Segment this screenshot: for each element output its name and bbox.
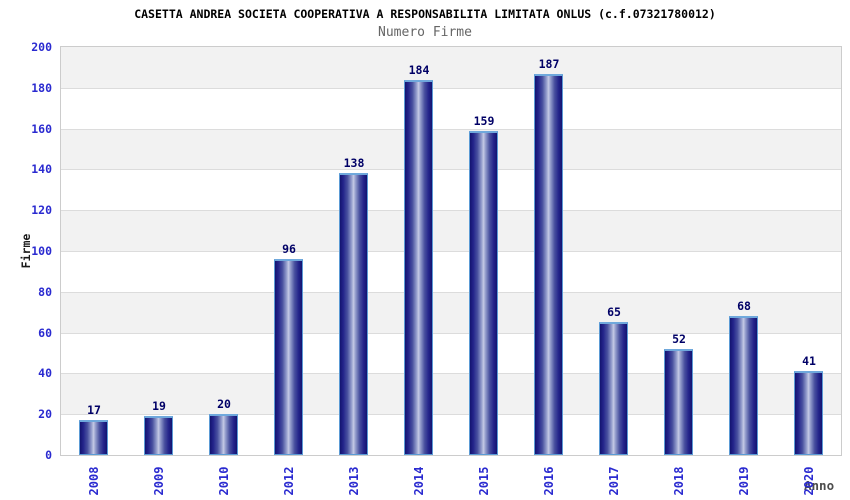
y-tick-label: 180 [31,80,52,95]
x-tick-label: 2010 [217,466,231,496]
gridline [61,169,841,171]
bar [664,349,693,455]
gridline [61,414,841,416]
bar [534,74,563,455]
gridline [61,332,841,334]
y-tick-label: 120 [31,203,52,218]
y-tick-label: 160 [31,121,52,136]
x-tick-label: 2014 [412,466,426,496]
bar-value-label: 19 [152,399,166,413]
bar [469,131,498,455]
bar [209,414,238,455]
x-tick-label: 2018 [672,466,686,496]
x-tick-label: 2016 [542,466,556,496]
y-tick-label: 20 [38,407,52,422]
x-tick-label: 2013 [347,466,361,496]
y-tick-label: 40 [38,366,52,381]
x-tick-label: 2017 [607,466,621,496]
bar-value-label: 17 [87,403,101,417]
x-tick-label: 2019 [737,466,751,496]
bar-value-label: 184 [408,63,430,77]
x-tick-label: 2020 [802,466,816,496]
bar [729,316,758,455]
bar-value-label: 159 [473,114,495,128]
gridline [61,251,841,252]
gridline [61,373,841,375]
gridline [61,87,841,89]
bar-value-label: 138 [343,156,365,170]
bar-value-label: 187 [538,57,560,71]
bar [404,80,433,455]
grid-band [61,373,841,415]
bar [79,420,108,455]
gridline [61,291,841,293]
bar-value-label: 52 [672,332,686,346]
y-tick-label: 140 [31,162,52,177]
bar [794,371,823,455]
y-tick-label: 80 [38,284,52,299]
x-axis-label: Anno [804,478,835,493]
chart-subtitle: Numero Firme [378,25,472,40]
bar-value-label: 96 [282,242,296,256]
grid-band [61,414,841,455]
grid-band [61,169,841,211]
gridline [61,210,841,212]
plot-area [60,46,842,456]
y-tick-label: 200 [31,40,52,54]
x-tick-label: 2012 [282,466,296,496]
grid-band [61,87,841,129]
bar [144,416,173,455]
grid-band [61,210,841,251]
x-tick-label: 2015 [477,466,491,496]
grid-band [61,332,841,374]
bar-value-label: 20 [217,397,231,411]
y-tick-label: 100 [31,244,52,258]
grid-band [61,291,841,333]
bar [599,322,628,455]
y-tick-label: 0 [45,448,52,462]
grid-band [61,128,841,170]
x-tick-label: 2009 [152,466,166,496]
bar [339,173,368,455]
y-tick-label: 60 [38,325,52,340]
bar-value-label: 41 [802,354,816,368]
chart-title: CASETTA ANDREA SOCIETA COOPERATIVA A RES… [134,7,716,21]
bar [274,259,303,455]
x-tick-label: 2008 [87,466,101,496]
bar-value-label: 65 [607,305,621,319]
gridline [61,128,841,130]
bar-value-label: 68 [737,299,751,313]
grid-band [61,47,841,88]
grid-band [61,251,841,292]
